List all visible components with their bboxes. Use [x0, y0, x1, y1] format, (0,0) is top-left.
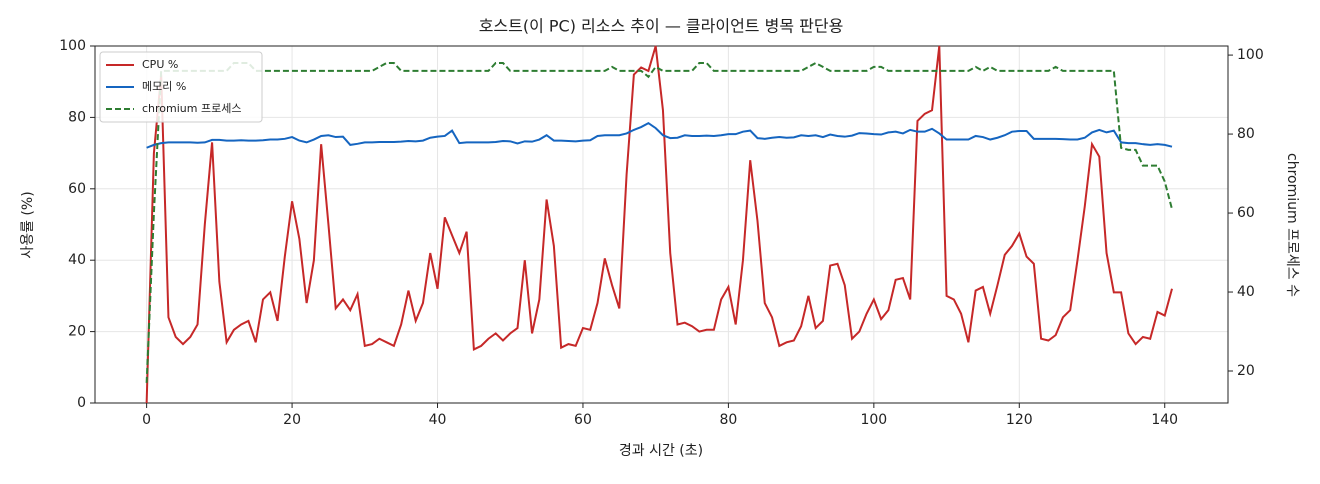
y-tick-label: 20: [68, 324, 86, 340]
x-tick-label: 100: [860, 412, 887, 428]
x-tick-label: 120: [1006, 412, 1033, 428]
y2-tick-label: 80: [1237, 126, 1255, 142]
x-tick-label: 40: [429, 412, 447, 428]
y2-axis-label: chromium 프로세스 수: [1284, 153, 1300, 297]
x-tick-label: 0: [142, 412, 151, 428]
y2-tick-label: 100: [1237, 47, 1264, 63]
y-tick-label: 0: [77, 395, 86, 411]
series-line: [145, 45, 1173, 404]
x-axis-label: 경과 시간 (초): [619, 443, 703, 459]
y-tick-label: 40: [68, 252, 86, 268]
legend-label: chromium 프로세스: [142, 102, 241, 115]
chart-title: 호스트(이 PC) 리소스 추이 — 클라이언트 병목 판단용: [479, 17, 844, 36]
y-tick-label: 60: [68, 181, 86, 197]
y2-tick-label: 40: [1237, 284, 1255, 300]
series-line: [146, 121, 1173, 149]
legend-label: 메모리 %: [142, 80, 186, 93]
legend-label: CPU %: [142, 58, 178, 71]
y-tick-label: 100: [59, 38, 86, 54]
y2-tick-label: 20: [1237, 363, 1255, 379]
x-tick-label: 20: [283, 412, 301, 428]
legend-box: [99, 51, 263, 123]
y-tick-label: 80: [68, 109, 86, 125]
x-tick-label: 60: [574, 412, 592, 428]
series-line: [145, 61, 1173, 383]
x-tick-label: 140: [1151, 412, 1178, 428]
plot-frame: [94, 45, 1229, 404]
y2-tick-label: 60: [1237, 205, 1255, 221]
x-tick-label: 80: [719, 412, 737, 428]
y-axis-label: 사용률 (%): [20, 191, 36, 258]
